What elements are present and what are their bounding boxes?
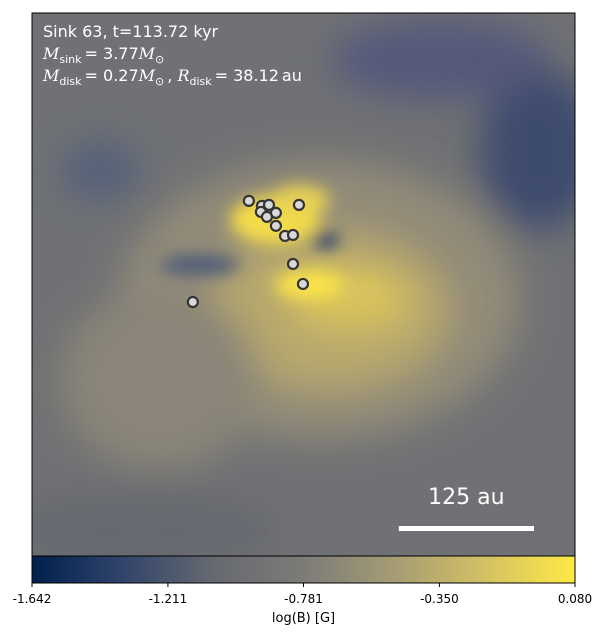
title-part: disk bbox=[59, 75, 82, 88]
title-part: R bbox=[176, 66, 189, 85]
scale-bar-label: 125 au bbox=[428, 485, 504, 510]
title-part: M bbox=[138, 66, 156, 85]
title-part: = 0.27 bbox=[85, 66, 139, 85]
title-part: sink bbox=[59, 53, 82, 66]
sink-marker bbox=[292, 198, 306, 211]
colorbar-tick-label: -1.211 bbox=[149, 592, 188, 606]
sink-marker bbox=[260, 210, 274, 223]
colorbar-tick-label: 0.080 bbox=[558, 592, 592, 606]
title-part: , bbox=[167, 66, 177, 85]
title-part: M bbox=[42, 44, 60, 63]
sink-marker bbox=[286, 257, 300, 271]
sinks bbox=[186, 194, 310, 309]
scale-bar bbox=[398, 526, 534, 531]
field-image bbox=[32, 13, 575, 556]
title-line: Msink = 3.77M⊙ bbox=[42, 44, 164, 66]
colorbar-tick-label: -0.781 bbox=[284, 592, 323, 606]
sink-marker bbox=[262, 198, 276, 211]
colorbar bbox=[31, 555, 576, 584]
title-part: = 3.77 bbox=[85, 44, 139, 63]
title-part: au bbox=[282, 66, 302, 85]
sink-marker bbox=[296, 277, 310, 291]
title-line: Mdisk = 0.27M⊙, Rdisk = 38.12 au bbox=[42, 66, 302, 88]
title-part: = 38.12 bbox=[215, 66, 279, 85]
colorbar-label: log(B) [G] bbox=[272, 611, 335, 626]
title-part: disk bbox=[189, 75, 212, 88]
title-part: Sink 63, t=113.72 kyr bbox=[43, 22, 219, 41]
colorbar-tick-label: -1.642 bbox=[13, 592, 52, 606]
title-part: M bbox=[42, 66, 60, 85]
title-part: ⊙ bbox=[155, 75, 164, 88]
title-line: Sink 63, t=113.72 kyr bbox=[43, 22, 219, 41]
sink-marker bbox=[242, 194, 255, 207]
title-part: ⊙ bbox=[155, 53, 164, 66]
sink-marker bbox=[186, 295, 199, 309]
title-part: M bbox=[138, 44, 156, 63]
colorbar-tick-label: -0.350 bbox=[420, 592, 459, 606]
sink-marker bbox=[286, 228, 300, 242]
sink-marker bbox=[269, 219, 283, 232]
